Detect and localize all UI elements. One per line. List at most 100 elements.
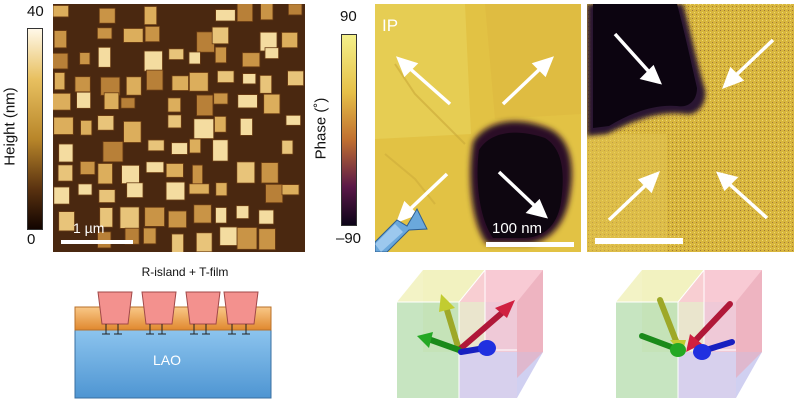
afm-island — [242, 73, 257, 85]
afm-island — [260, 4, 274, 21]
afm-island — [188, 51, 201, 65]
phase-colorbar-label: Phase (˚) — [312, 97, 330, 160]
afm-island — [119, 206, 140, 229]
afm-island — [126, 182, 144, 199]
afm-island — [79, 52, 91, 65]
afm-island — [285, 114, 302, 126]
substrate-layer — [74, 329, 272, 399]
afm-island — [167, 97, 182, 113]
afm-island — [98, 189, 116, 204]
afm-island — [58, 143, 74, 163]
afm-island — [168, 210, 187, 229]
afm-island — [171, 75, 189, 91]
afm-island — [264, 47, 280, 60]
afm-island — [260, 162, 279, 184]
afm-island — [168, 48, 185, 60]
afm-island — [281, 184, 300, 196]
phase-colorbar-min: –90 — [336, 230, 362, 247]
afm-island — [98, 7, 116, 24]
afm-island — [259, 75, 273, 94]
blue-direction-arrow — [375, 207, 428, 252]
schematic — [74, 291, 272, 399]
afm-island — [195, 232, 213, 252]
afm-island — [143, 50, 163, 72]
afm-colorbar-max: 40 — [27, 3, 44, 20]
phase-right-arrows — [607, 32, 775, 222]
afm-island — [258, 209, 275, 225]
afm-islands — [53, 4, 305, 252]
afm-island — [214, 46, 227, 64]
afm-island — [146, 69, 164, 91]
afm-island — [145, 161, 165, 174]
afm-island — [123, 121, 142, 143]
afm-island — [215, 182, 228, 197]
afm-island — [74, 76, 91, 93]
afm-island — [212, 139, 229, 162]
afm-island — [211, 26, 229, 45]
afm-island — [53, 52, 69, 70]
afm-island — [143, 227, 157, 245]
afm-island — [213, 92, 229, 105]
dislocations — [102, 324, 250, 335]
afm-island — [193, 118, 215, 140]
afm-island — [53, 186, 70, 205]
phase-left-scale-label: 100 nm — [492, 220, 543, 237]
afm-island — [79, 161, 96, 175]
afm-island — [103, 92, 120, 110]
afm-island — [216, 70, 235, 84]
phase-left-arrows — [396, 56, 554, 223]
afm-island — [76, 91, 92, 109]
afm-island — [97, 27, 113, 40]
afm-island — [215, 9, 236, 22]
afm-island — [53, 116, 74, 135]
afm-island — [193, 204, 212, 224]
phase-colorbar-max: 90 — [340, 8, 357, 25]
afm-scale-bar — [61, 240, 133, 244]
afm-island — [236, 161, 256, 184]
afm-island — [144, 25, 160, 43]
island-group — [97, 291, 259, 325]
afm-island — [143, 6, 158, 26]
afm-island — [219, 226, 238, 246]
afm-island — [53, 5, 70, 18]
afm-island — [53, 30, 67, 49]
afm-island — [99, 207, 114, 228]
afm-island — [97, 163, 113, 185]
afm-island — [58, 211, 75, 232]
afm-island — [167, 114, 182, 129]
afm-island — [188, 72, 209, 92]
phase-right-domains — [587, 4, 794, 252]
phase-left-domains — [375, 4, 581, 252]
afm-island — [191, 164, 203, 185]
afm-island — [215, 207, 228, 224]
afm-island — [241, 52, 261, 68]
afm-island — [147, 139, 165, 152]
afm-island — [54, 72, 66, 91]
phase-colorbar — [341, 34, 357, 226]
substrate-label: LAO — [153, 352, 182, 368]
afm-colorbar-min: 0 — [27, 231, 36, 248]
afm-island — [120, 97, 136, 109]
phase-panel-label: IP — [382, 16, 399, 35]
polarization-cube-left — [397, 269, 543, 398]
phase-image-left: IP 100 nm — [375, 4, 581, 252]
afm-island — [236, 4, 254, 22]
phase-image-right — [587, 4, 794, 252]
afm-island — [57, 164, 74, 182]
afm-scale-label: 1 µm — [73, 220, 105, 236]
afm-island — [237, 94, 258, 109]
afm-island — [77, 183, 93, 196]
afm-island — [258, 228, 276, 251]
afm-island — [53, 92, 71, 111]
afm-colorbar-label: Height (nm) — [1, 87, 19, 166]
afm-island — [121, 164, 140, 185]
afm-island — [165, 181, 186, 201]
afm-island — [144, 206, 165, 227]
afm-island — [171, 233, 184, 252]
afm-island — [189, 138, 202, 154]
afm-island — [281, 139, 294, 155]
phase-right-scale-bar — [595, 238, 683, 244]
afm-topography-image: 1 µm — [53, 4, 305, 252]
afm-island — [80, 120, 93, 136]
afm-colorbar — [27, 28, 43, 230]
